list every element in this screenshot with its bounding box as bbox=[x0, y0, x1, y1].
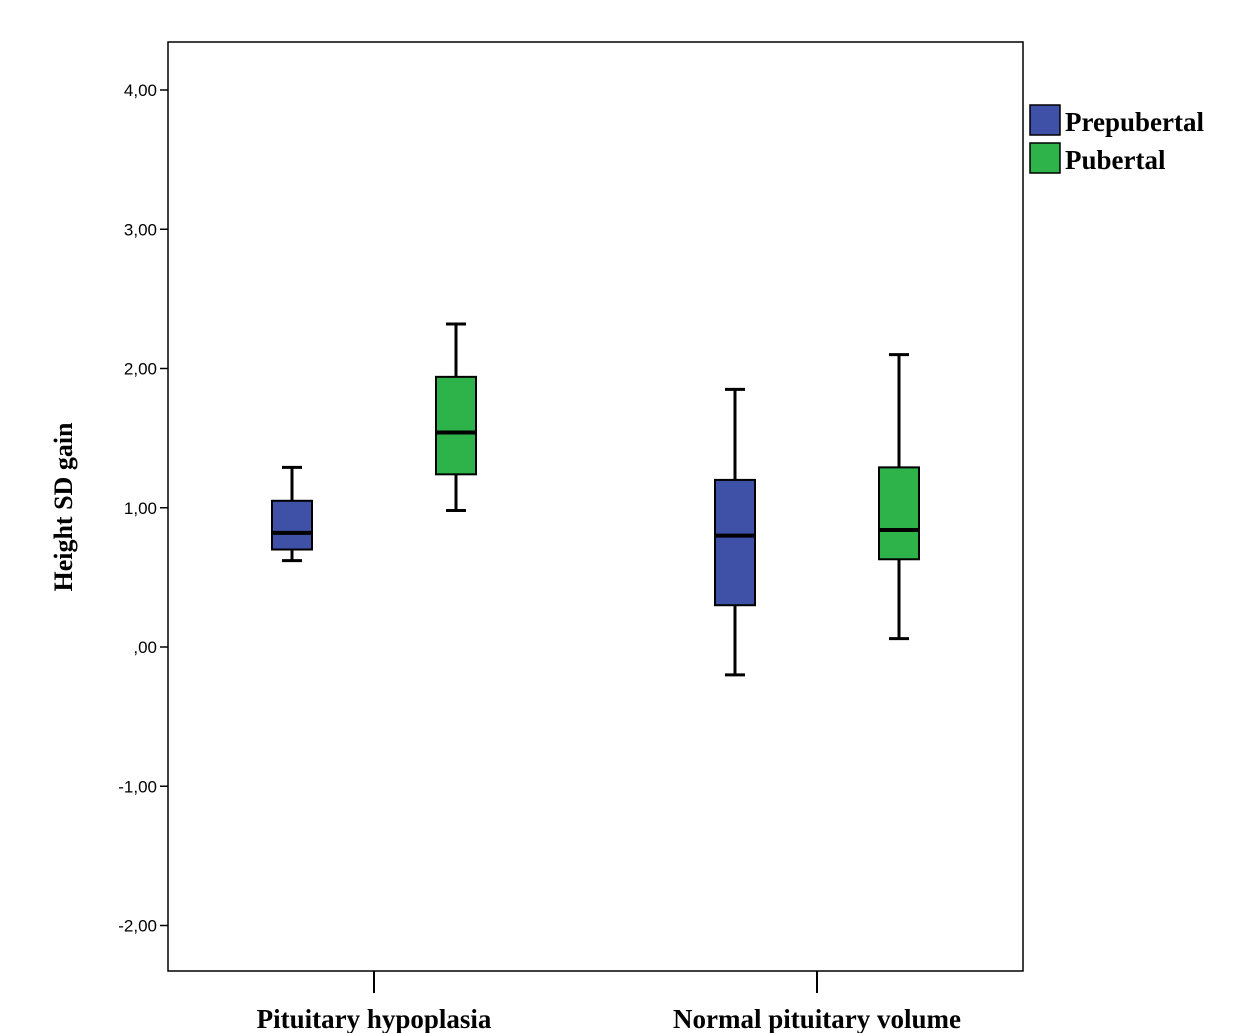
box-prepubertal-1 bbox=[271, 465, 313, 563]
iqr-box bbox=[714, 478, 756, 607]
y-axis-title: Height SD gain bbox=[49, 422, 78, 592]
y-tick-label: 1,00 bbox=[124, 499, 157, 518]
x-axis: Pituitary hypoplasia Normal pituitary vol… bbox=[257, 971, 961, 1033]
box-pubertal-1 bbox=[435, 322, 477, 513]
iqr-box bbox=[271, 499, 313, 551]
legend-label: Prepubertal bbox=[1065, 107, 1204, 137]
y-axis: 4,00 3,00 2,00 1,00 ,00 -1,00 -2,00 bbox=[118, 81, 168, 936]
legend-swatch bbox=[1029, 104, 1061, 136]
legend: Prepubertal Pubertal bbox=[1029, 104, 1204, 175]
y-tick-label: 2,00 bbox=[124, 360, 157, 379]
boxes bbox=[271, 322, 920, 677]
iqr-box bbox=[878, 466, 920, 561]
box-prepubertal-2 bbox=[714, 387, 756, 677]
x-category-label: Normal pituitary volume bbox=[673, 1004, 961, 1033]
y-tick-label: -2,00 bbox=[118, 917, 157, 936]
box-pubertal-2 bbox=[878, 353, 920, 641]
y-tick-label: 3,00 bbox=[124, 220, 157, 239]
iqr-box bbox=[435, 375, 477, 476]
y-tick-label: ,00 bbox=[133, 638, 157, 657]
y-tick-label: -1,00 bbox=[118, 777, 157, 796]
legend-label: Pubertal bbox=[1065, 145, 1166, 175]
y-tick-label: 4,00 bbox=[124, 81, 157, 100]
legend-swatch bbox=[1029, 142, 1061, 174]
x-category-label: Pituitary hypoplasia bbox=[257, 1004, 492, 1033]
